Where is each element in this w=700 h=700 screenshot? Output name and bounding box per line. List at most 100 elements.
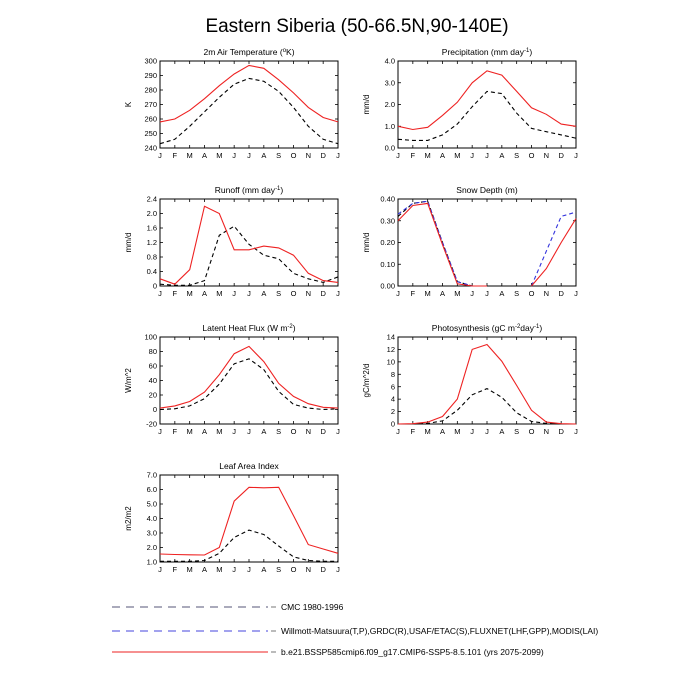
x-tick-label: A — [499, 151, 504, 160]
title-part: ) — [293, 323, 296, 333]
title-part: ) — [539, 323, 542, 333]
y-tick-label: 1.2 — [147, 238, 157, 247]
y-tick-label: 250 — [144, 129, 157, 138]
x-tick-label: N — [306, 289, 311, 298]
y-tick-label: 14 — [387, 333, 395, 342]
panel-5: Latent Heat Flux (W m-2)J F M A M J J A S O N D J-20… — [124, 323, 340, 436]
x-tick-label: J — [232, 565, 236, 574]
x-tick-label: J — [574, 427, 578, 436]
y-tick-label: 0 — [153, 282, 157, 291]
panels: 2m Air Temperature (oK)J F M A M J J A S O N D J2402… — [124, 47, 578, 574]
y-tick-label: 0.8 — [147, 253, 157, 262]
x-tick-label: J — [158, 151, 162, 160]
x-tick-label: J — [485, 289, 489, 298]
title-part: day — [520, 323, 534, 333]
series-line-2 — [159, 64, 339, 123]
x-tick-label: J — [574, 151, 578, 160]
x-tick-label: N — [544, 289, 549, 298]
y-tick-label: 80 — [149, 347, 157, 356]
x-tick-label: J — [336, 427, 340, 436]
x-tick-label: M — [216, 427, 222, 436]
y-tick-label: 2 — [391, 407, 395, 416]
panel-1: 2m Air Temperature (oK)J F M A M J J A S O N D J2402… — [124, 47, 340, 160]
y-tick-label: 4.0 — [385, 57, 395, 66]
panel-title: Leaf Area Index — [219, 461, 279, 471]
x-tick-label: F — [173, 289, 178, 298]
y-axis-label: gC/m^2/d — [362, 364, 371, 398]
x-tick-label: J — [336, 151, 340, 160]
x-tick-label: J — [470, 151, 474, 160]
title-superscript: -2 — [287, 324, 293, 330]
x-tick-label: J — [336, 565, 340, 574]
x-tick-label: J — [158, 289, 162, 298]
legend-label-3: b.e21.BSSP585cmip6.f09_g17.CMIP6-SSP5-8.… — [281, 647, 544, 657]
x-tick-label: M — [187, 427, 193, 436]
x-tick-label: O — [291, 289, 297, 298]
x-tick-label: A — [202, 289, 207, 298]
panel-title: 2m Air Temperature (oK) — [203, 47, 294, 57]
x-tick-label: F — [411, 427, 416, 436]
x-tick-label: O — [291, 565, 297, 574]
title-part: 2m Air Temperature ( — [203, 47, 282, 57]
x-tick-label: A — [202, 427, 207, 436]
y-tick-label: 280 — [144, 86, 157, 95]
x-tick-label: J — [574, 289, 578, 298]
y-tick-label: 0.4 — [147, 267, 157, 276]
y-tick-label: 0.30 — [380, 216, 395, 225]
series-line-2 — [159, 205, 339, 285]
y-tick-label: 1.0 — [147, 558, 157, 567]
y-tick-label: 12 — [387, 345, 395, 354]
series-line-1 — [397, 90, 577, 141]
legend-label-1: CMC 1980-1996 — [281, 602, 344, 612]
panel-3: Runoff (mm day-1)J F M A M J J A S O N D J00.40.81.2… — [124, 185, 340, 298]
panel-title: Runoff (mm day-1) — [215, 185, 284, 195]
x-tick-label: F — [411, 151, 416, 160]
x-tick-label: S — [514, 427, 519, 436]
x-tick-label: A — [440, 289, 445, 298]
x-tick-label: A — [440, 151, 445, 160]
series-line-1 — [159, 358, 339, 411]
figure-title: Eastern Siberia (50-66.5N,90-140E) — [205, 16, 508, 37]
plot-frame — [397, 198, 577, 287]
y-tick-label: 6 — [391, 382, 395, 391]
x-tick-label: J — [232, 151, 236, 160]
x-tick-label: M — [216, 565, 222, 574]
y-tick-label: 3.0 — [385, 78, 395, 87]
x-tick-label: O — [291, 427, 297, 436]
x-tick-label: J — [485, 427, 489, 436]
x-tick-label: M — [187, 289, 193, 298]
y-tick-label: 6.0 — [147, 485, 157, 494]
x-tick-label: J — [396, 289, 400, 298]
title-part: Photosynthesis (gC m — [432, 323, 515, 333]
x-tick-label: A — [499, 289, 504, 298]
y-tick-label: 270 — [144, 100, 157, 109]
y-tick-label: 2.4 — [147, 195, 157, 204]
x-tick-label: S — [276, 289, 281, 298]
y-tick-label: -20 — [146, 420, 157, 429]
title-part: ) — [280, 185, 283, 195]
title-part: ) — [529, 47, 532, 57]
x-tick-label: J — [247, 151, 251, 160]
y-tick-label: 0 — [153, 405, 157, 414]
x-tick-label: J — [232, 289, 236, 298]
y-tick-label: 1.6 — [147, 224, 157, 233]
x-tick-label: O — [529, 151, 535, 160]
y-tick-label: 40 — [149, 376, 157, 385]
x-tick-label: M — [425, 151, 431, 160]
y-tick-label: 8 — [391, 370, 395, 379]
y-tick-label: 0.20 — [380, 238, 395, 247]
panel-title: Photosynthesis (gC m-2day-1) — [432, 323, 543, 333]
x-tick-label: S — [276, 151, 281, 160]
x-tick-label: A — [261, 565, 266, 574]
panel-title: Latent Heat Flux (W m-2) — [202, 323, 295, 333]
y-tick-label: 2.0 — [147, 543, 157, 552]
x-tick-label: M — [454, 151, 460, 160]
x-tick-label: A — [499, 427, 504, 436]
x-tick-label: F — [173, 427, 178, 436]
x-tick-label: D — [558, 427, 564, 436]
x-tick-label: O — [291, 151, 297, 160]
series-line-2 — [159, 345, 339, 409]
y-tick-label: 240 — [144, 144, 157, 153]
y-tick-label: 100 — [144, 333, 157, 342]
